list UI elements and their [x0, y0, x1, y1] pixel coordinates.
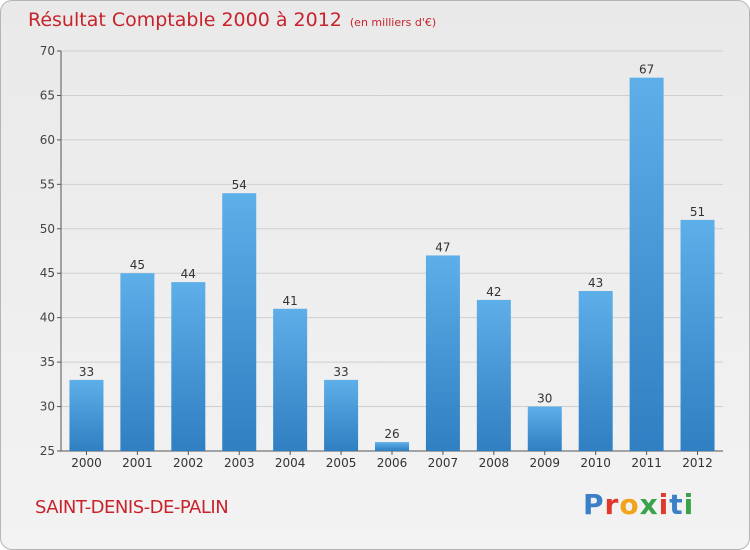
- data-label: 43: [588, 276, 603, 290]
- x-tick-label: 2007: [428, 456, 459, 470]
- x-tick-label: 2006: [377, 456, 408, 470]
- data-label: 67: [639, 63, 654, 77]
- x-tick-label: 2012: [682, 456, 713, 470]
- data-label: 26: [384, 427, 399, 441]
- proxiti-logo: Proxiti: [583, 488, 695, 521]
- x-tick-label: 2002: [173, 456, 204, 470]
- bar: [69, 379, 104, 451]
- bar: [527, 406, 562, 451]
- data-label: 41: [283, 294, 298, 308]
- data-label: 30: [537, 392, 552, 406]
- bar: [680, 219, 715, 451]
- y-tick-label: 30: [40, 400, 55, 414]
- bar: [425, 255, 460, 451]
- chart-title: Résultat Comptable 2000 à 2012 (en millie…: [28, 9, 436, 31]
- city-name: SAINT-DENIS-DE-PALIN: [35, 497, 229, 518]
- data-label: 54: [232, 178, 247, 192]
- bar: [375, 442, 409, 451]
- data-label: 51: [690, 205, 705, 219]
- x-tick-label: 2009: [529, 456, 560, 470]
- bar: [476, 299, 511, 451]
- data-label: 42: [486, 285, 501, 299]
- data-label: 33: [79, 365, 94, 379]
- data-label: 44: [181, 267, 196, 281]
- bar: [578, 291, 613, 451]
- y-tick-label: 25: [40, 444, 55, 458]
- y-tick-label: 45: [40, 266, 55, 280]
- bar: [324, 379, 359, 451]
- x-tick-label: 2001: [122, 456, 153, 470]
- chart-title-text: Résultat Comptable 2000 à 2012: [28, 9, 342, 31]
- x-tick-label: 2000: [71, 456, 102, 470]
- chart-subtitle: (en milliers d'€): [349, 16, 437, 29]
- y-tick-label: 60: [40, 133, 55, 147]
- data-label: 47: [435, 240, 450, 254]
- y-tick-label: 65: [40, 88, 55, 102]
- x-tick-label: 2010: [580, 456, 611, 470]
- y-tick-label: 50: [40, 222, 55, 236]
- x-tick-label: 2003: [224, 456, 255, 470]
- x-tick-label: 2011: [631, 456, 662, 470]
- y-tick-label: 40: [40, 311, 55, 325]
- bar: [120, 273, 155, 451]
- y-tick-label: 35: [40, 355, 55, 369]
- bar: [222, 193, 257, 451]
- y-tick-label: 55: [40, 177, 55, 191]
- data-label: 45: [130, 258, 145, 272]
- x-tick-label: 2004: [275, 456, 306, 470]
- y-tick-label: 70: [40, 44, 55, 58]
- x-tick-label: 2005: [326, 456, 357, 470]
- bar: [629, 77, 664, 452]
- data-label: 33: [333, 365, 348, 379]
- bar: [273, 308, 308, 451]
- bar: [171, 282, 206, 451]
- x-tick-label: 2008: [479, 456, 510, 470]
